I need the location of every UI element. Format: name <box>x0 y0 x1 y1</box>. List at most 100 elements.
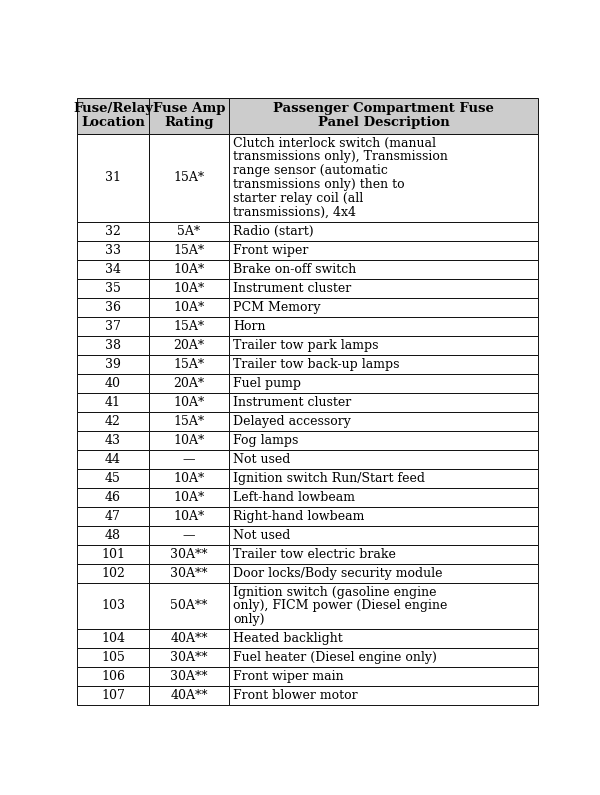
Bar <box>149 583 229 630</box>
Text: Passenger Compartment Fuse: Passenger Compartment Fuse <box>273 102 494 114</box>
Bar <box>229 487 538 506</box>
Text: 10A*: 10A* <box>173 434 205 447</box>
Bar <box>229 667 538 686</box>
Text: —: — <box>183 452 195 466</box>
Text: transmissions), 4x4: transmissions), 4x4 <box>233 206 356 219</box>
Bar <box>229 260 538 279</box>
Bar <box>149 279 229 298</box>
Bar <box>77 317 149 335</box>
Bar <box>149 317 229 335</box>
Text: 48: 48 <box>105 529 121 541</box>
Bar <box>77 279 149 298</box>
Text: 20A*: 20A* <box>173 339 205 352</box>
Text: 45: 45 <box>105 471 121 485</box>
Text: Front blower motor: Front blower motor <box>233 689 358 702</box>
Text: 32: 32 <box>105 225 121 238</box>
Bar <box>77 393 149 412</box>
Bar <box>229 222 538 241</box>
Text: Not used: Not used <box>233 529 290 541</box>
Text: 10A*: 10A* <box>173 510 205 522</box>
Bar <box>229 450 538 469</box>
Text: 40A**: 40A** <box>170 632 208 646</box>
Text: 10A*: 10A* <box>173 263 205 276</box>
Text: Ignition switch (gasoline engine: Ignition switch (gasoline engine <box>233 586 437 599</box>
Text: 15A*: 15A* <box>173 244 205 257</box>
Text: 31: 31 <box>105 171 121 184</box>
Text: 10A*: 10A* <box>173 282 205 295</box>
Text: 40: 40 <box>105 377 121 390</box>
Bar <box>149 98 229 134</box>
Text: 10A*: 10A* <box>173 491 205 504</box>
Bar <box>149 298 229 317</box>
Text: 30A**: 30A** <box>170 548 208 560</box>
Bar <box>77 648 149 667</box>
Text: Horn: Horn <box>233 320 266 333</box>
Bar <box>229 630 538 648</box>
Text: 104: 104 <box>101 632 125 646</box>
Text: transmissions only), Transmission: transmissions only), Transmission <box>233 150 448 164</box>
Text: 39: 39 <box>105 358 121 370</box>
Text: Fuel pump: Fuel pump <box>233 377 301 390</box>
Bar <box>77 241 149 260</box>
Text: Instrument cluster: Instrument cluster <box>233 396 352 409</box>
Text: Heated backlight: Heated backlight <box>233 632 343 646</box>
Bar <box>77 487 149 506</box>
Text: 106: 106 <box>101 670 125 683</box>
Text: Instrument cluster: Instrument cluster <box>233 282 352 295</box>
Text: 37: 37 <box>105 320 121 333</box>
Text: Fog lamps: Fog lamps <box>233 434 298 447</box>
Bar <box>77 450 149 469</box>
Text: 42: 42 <box>105 415 121 428</box>
Bar <box>149 525 229 545</box>
Text: 40A**: 40A** <box>170 689 208 702</box>
Bar <box>229 317 538 335</box>
Bar <box>229 335 538 355</box>
Bar <box>149 545 229 564</box>
Bar <box>77 412 149 431</box>
Text: 43: 43 <box>105 434 121 447</box>
Bar <box>77 469 149 487</box>
Bar <box>149 648 229 667</box>
Bar <box>229 564 538 583</box>
Text: starter relay coil (all: starter relay coil (all <box>233 192 364 205</box>
Text: PCM Memory: PCM Memory <box>233 301 321 314</box>
Text: only): only) <box>233 613 265 626</box>
Text: 50A**: 50A** <box>170 599 208 612</box>
Bar <box>77 630 149 648</box>
Bar <box>149 335 229 355</box>
Text: Clutch interlock switch (manual: Clutch interlock switch (manual <box>233 137 436 149</box>
Text: Trailer tow back-up lamps: Trailer tow back-up lamps <box>233 358 400 370</box>
Bar <box>229 355 538 374</box>
Bar <box>77 525 149 545</box>
Text: 46: 46 <box>105 491 121 504</box>
Text: 103: 103 <box>101 599 125 612</box>
Text: 10A*: 10A* <box>173 471 205 485</box>
Text: Location: Location <box>81 117 145 130</box>
Text: Brake on-off switch: Brake on-off switch <box>233 263 356 276</box>
Text: 15A*: 15A* <box>173 358 205 370</box>
Bar <box>229 98 538 134</box>
Text: only), FICM power (Diesel engine: only), FICM power (Diesel engine <box>233 599 448 612</box>
Text: 35: 35 <box>105 282 121 295</box>
Bar <box>229 134 538 222</box>
Text: Door locks/Body security module: Door locks/Body security module <box>233 567 443 580</box>
Bar <box>149 469 229 487</box>
Bar <box>77 374 149 393</box>
Bar <box>77 355 149 374</box>
Text: 5A*: 5A* <box>178 225 200 238</box>
Text: Ignition switch Run/Start feed: Ignition switch Run/Start feed <box>233 471 425 485</box>
Text: range sensor (automatic: range sensor (automatic <box>233 165 388 177</box>
Text: 102: 102 <box>101 567 125 580</box>
Text: 47: 47 <box>105 510 121 522</box>
Text: Panel Description: Panel Description <box>317 117 449 130</box>
Bar <box>77 564 149 583</box>
Bar <box>77 98 149 134</box>
Bar <box>229 412 538 431</box>
Text: Trailer tow park lamps: Trailer tow park lamps <box>233 339 379 352</box>
Bar <box>229 545 538 564</box>
Bar <box>149 412 229 431</box>
Bar <box>229 686 538 705</box>
Bar <box>77 260 149 279</box>
Bar <box>149 374 229 393</box>
Text: Fuse/Relay: Fuse/Relay <box>73 102 153 114</box>
